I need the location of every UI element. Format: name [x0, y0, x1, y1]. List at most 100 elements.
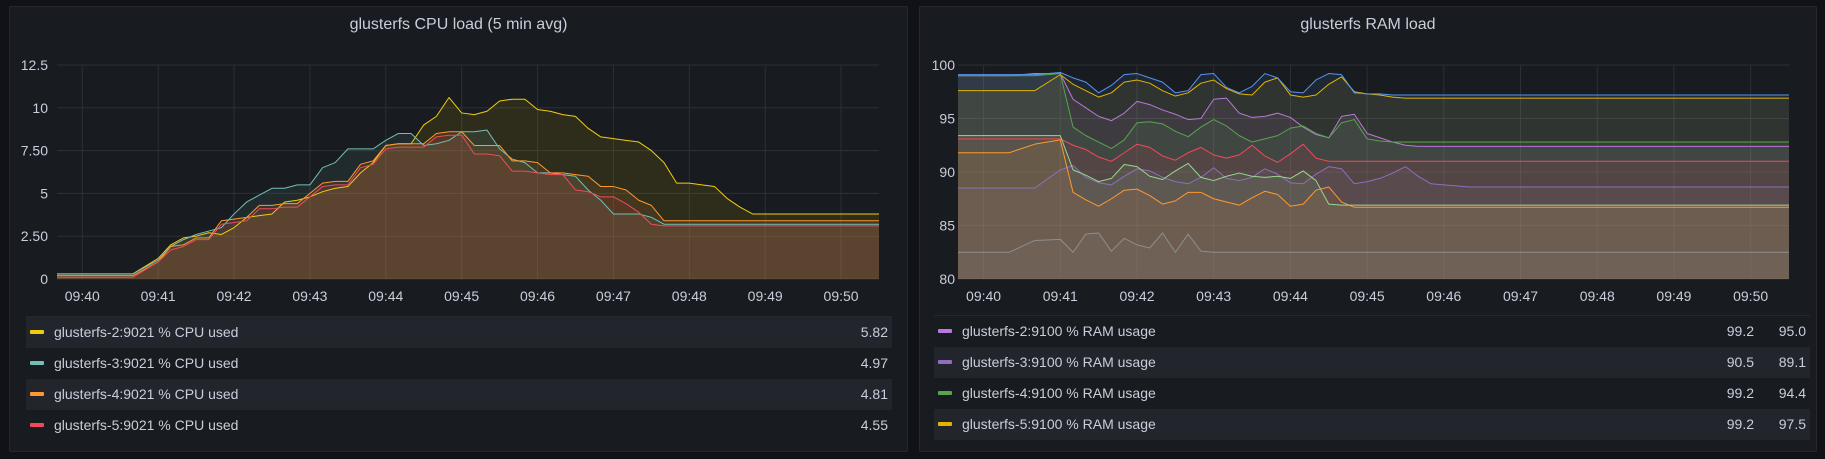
legend-label: glusterfs-3:9021 % CPU used	[54, 355, 239, 371]
series-line[interactable]	[958, 73, 1789, 149]
y-tick-label: 100	[932, 57, 956, 73]
legend-item-glusterfs-5-ram[interactable]: glusterfs-5:9100 % RAM usage 99.2 97.5	[934, 409, 1810, 440]
series-area	[958, 73, 1789, 279]
ram-panel-title[interactable]: glusterfs RAM load	[1300, 16, 1436, 33]
ram-legend: glusterfs-2:9100 % RAM usage 99.2 95.0 g…	[934, 315, 1810, 440]
legend-label: glusterfs-2:9100 % RAM usage	[962, 323, 1156, 339]
legend-item-glusterfs-3-cpu[interactable]: glusterfs-3:9021 % CPU used 4.97	[26, 348, 892, 379]
legend-item-glusterfs-3-ram[interactable]: glusterfs-3:9100 % RAM usage 90.5 89.1	[934, 347, 1810, 378]
legend-item-glusterfs-5-cpu[interactable]: glusterfs-5:9021 % CPU used 4.55	[26, 410, 892, 441]
legend-max-value: 99.2	[1726, 416, 1754, 432]
series-area	[57, 130, 879, 279]
x-tick-label: 09:43	[1196, 288, 1231, 304]
x-tick-label: 09:44	[1273, 288, 1308, 304]
series-area	[57, 97, 879, 279]
x-tick-label: 09:40	[966, 288, 1001, 304]
series-line[interactable]	[57, 129, 879, 275]
series-area	[958, 165, 1789, 279]
series-line[interactable]	[57, 97, 879, 275]
legend-item-glusterfs-4-ram[interactable]: glusterfs-4:9100 % RAM usage 99.2 94.4	[934, 378, 1810, 409]
x-tick-label: 09:46	[1426, 288, 1461, 304]
x-tick-label: 09:43	[292, 288, 327, 304]
legend-item-glusterfs-4-cpu[interactable]: glusterfs-4:9021 % CPU used 4.81	[26, 379, 892, 410]
series-line[interactable]	[57, 134, 879, 278]
legend-value: 5.82	[860, 324, 888, 340]
series-area	[57, 131, 879, 279]
x-tick-label: 09:45	[444, 288, 479, 304]
x-tick-label: 09:45	[1350, 288, 1385, 304]
cpu-chart[interactable]: 0 2.50 5 7.50 10 12.5 09:40 09:41 09:42 09:43 09:4…	[10, 7, 909, 307]
legend-label: glusterfs-3:9100 % RAM usage	[962, 354, 1156, 370]
series-area	[958, 72, 1789, 280]
series-line[interactable]	[958, 139, 1789, 208]
legend-max-value: 99.2	[1726, 385, 1754, 401]
cpu-panel: glusterfs CPU load (5 min avg) 0 2.50 5 7.5…	[9, 6, 908, 452]
series-line[interactable]	[958, 135, 1789, 206]
series-area	[958, 73, 1789, 279]
legend-item-glusterfs-2-ram[interactable]: glusterfs-2:9100 % RAM usage 99.2 95.0	[934, 316, 1810, 347]
legend-current-value: 95.0	[1778, 323, 1806, 339]
legend-value: 4.81	[860, 386, 888, 402]
x-tick-label: 09:49	[1656, 288, 1691, 304]
series-color-swatch	[30, 361, 44, 365]
legend-label: glusterfs-4:9021 % CPU used	[54, 386, 239, 402]
series-area	[958, 138, 1789, 279]
cpu-panel-title[interactable]: glusterfs CPU load (5 min avg)	[349, 16, 568, 33]
legend-value: 4.55	[860, 417, 888, 433]
series-color-swatch	[30, 392, 44, 396]
y-tick-label: 85	[939, 218, 955, 234]
x-tick-label: 09:50	[824, 288, 859, 304]
cpu-legend: glusterfs-2:9021 % CPU used 5.82 gluster…	[26, 316, 892, 441]
y-tick-label: 95	[939, 111, 955, 127]
ram-panel: glusterfs RAM load 80 85 90 95 100 09:40 09:41…	[919, 6, 1817, 452]
series-color-swatch	[938, 422, 952, 426]
y-tick-label: 10	[32, 100, 48, 116]
x-tick-label: 09:47	[1503, 288, 1538, 304]
x-tick-label: 09:42	[1119, 288, 1154, 304]
series-color-swatch	[938, 391, 952, 395]
legend-max-value: 90.5	[1726, 354, 1754, 370]
y-tick-label: 12.5	[21, 57, 48, 73]
y-tick-label: 2.50	[21, 228, 48, 244]
legend-item-glusterfs-2-cpu[interactable]: glusterfs-2:9021 % CPU used 5.82	[26, 317, 892, 348]
legend-current-value: 89.1	[1778, 354, 1806, 370]
series-line[interactable]	[958, 138, 1789, 163]
x-tick-label: 09:50	[1733, 288, 1768, 304]
legend-label: glusterfs-5:9021 % CPU used	[54, 417, 239, 433]
series-line[interactable]	[958, 73, 1789, 147]
series-line[interactable]	[958, 71, 1789, 96]
series-area	[57, 135, 879, 279]
y-tick-label: 7.50	[21, 143, 48, 159]
x-tick-label: 09:40	[65, 288, 100, 304]
legend-label: glusterfs-5:9100 % RAM usage	[962, 416, 1156, 432]
x-tick-label: 09:46	[520, 288, 555, 304]
series-line[interactable]	[958, 74, 1789, 99]
x-tick-label: 09:48	[1580, 288, 1615, 304]
legend-value: 4.97	[860, 355, 888, 371]
series-line[interactable]	[958, 165, 1789, 189]
x-tick-label: 09:49	[748, 288, 783, 304]
legend-current-value: 94.4	[1778, 385, 1806, 401]
series-color-swatch	[938, 360, 952, 364]
legend-current-value: 97.5	[1778, 416, 1806, 432]
ram-chart[interactable]: 80 85 90 95 100 09:40 09:41 09:42 09:43 09:44 09:4…	[920, 7, 1818, 307]
x-tick-label: 09:44	[368, 288, 403, 304]
y-tick-label: 5	[40, 185, 48, 201]
legend-label: glusterfs-4:9100 % RAM usage	[962, 385, 1156, 401]
series-area	[958, 232, 1789, 279]
series-color-swatch	[30, 330, 44, 334]
x-tick-label: 09:41	[141, 288, 176, 304]
x-tick-label: 09:48	[672, 288, 707, 304]
series-color-swatch	[938, 329, 952, 333]
x-tick-label: 09:41	[1043, 288, 1078, 304]
y-tick-label: 90	[939, 164, 955, 180]
y-tick-label: 0	[40, 271, 48, 287]
series-area	[958, 139, 1789, 279]
legend-label: glusterfs-2:9021 % CPU used	[54, 324, 239, 340]
legend-max-value: 99.2	[1726, 323, 1754, 339]
y-tick-label: 80	[939, 271, 955, 287]
series-line[interactable]	[57, 131, 879, 277]
x-tick-label: 09:42	[217, 288, 252, 304]
x-tick-label: 09:47	[596, 288, 631, 304]
series-line[interactable]	[958, 232, 1789, 253]
